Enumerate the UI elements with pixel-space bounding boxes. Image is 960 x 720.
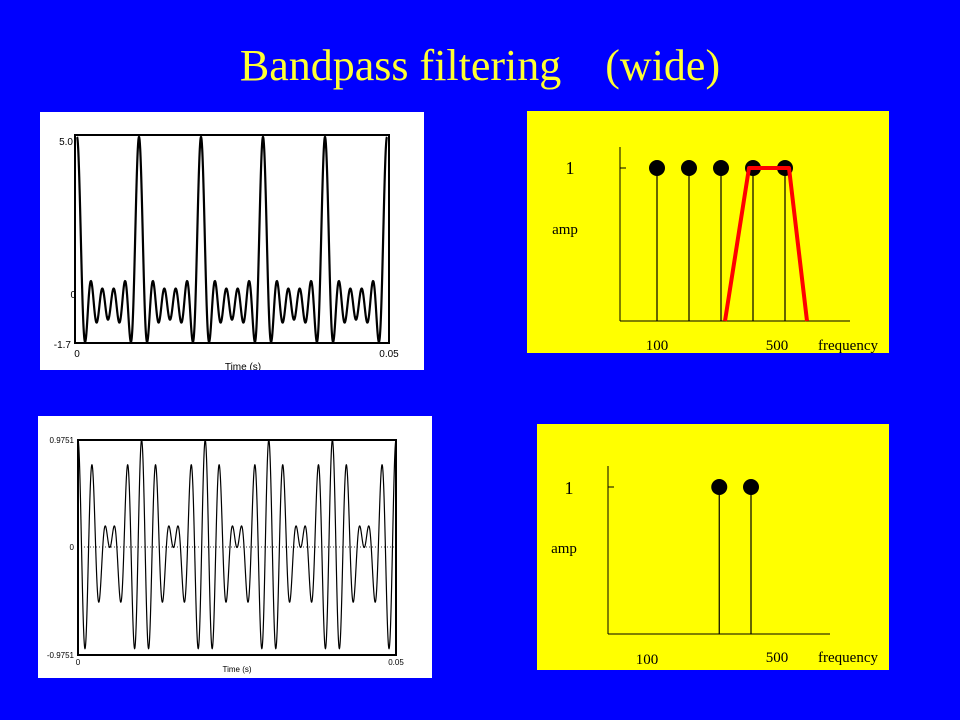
waveform-line	[76, 135, 388, 344]
y-tick-min: -1.7	[54, 340, 72, 351]
x-tick-100: 100	[646, 338, 669, 353]
slide-title: Bandpass filtering (wide)	[239, 41, 721, 90]
y-tick-zero: 0	[70, 543, 75, 552]
x-axis-label: Time (s)	[225, 362, 261, 370]
x-tick-500: 500	[766, 338, 789, 353]
output-spectrum-chart: 1 amp 100 500 frequency	[551, 466, 878, 668]
x-tick-start: 0	[76, 658, 81, 667]
plot-frame	[77, 439, 397, 656]
x-tick-500: 500	[766, 650, 789, 666]
input-spectrum-panel: 1 amp 100 500 frequency	[527, 111, 889, 353]
y-tick-max: 0.9751	[50, 436, 75, 445]
y-axis-label: amp	[552, 222, 578, 238]
input-waveform-panel: 5.0 0 -1.7 0 0.05 Time (s)	[40, 112, 424, 370]
y-tick-one: 1	[565, 478, 574, 498]
spectrum-marks	[649, 160, 793, 321]
x-tick-end: 0.05	[379, 349, 399, 360]
spectrum-point	[713, 160, 729, 176]
x-axis-label: frequency	[818, 650, 878, 666]
spectrum-marks	[711, 479, 759, 634]
x-axis-label: Time (s)	[222, 665, 251, 674]
y-tick-min: -0.9751	[47, 651, 75, 660]
x-tick-100: 100	[636, 652, 659, 668]
spectrum-point	[681, 160, 697, 176]
filtered-waveform-chart: 0.9751 0 -0.9751 0 0.05 Time (s)	[47, 436, 404, 674]
input-spectrum-chart: 1 amp 100 500 frequency	[552, 147, 878, 353]
plot-frame	[74, 134, 390, 344]
y-tick-max: 5.0	[59, 137, 73, 148]
output-spectrum-panel: 1 amp 100 500 frequency	[537, 424, 889, 670]
spectrum-point	[711, 479, 728, 495]
bandpass-filter-shape	[723, 166, 809, 322]
x-axis-label: frequency	[818, 338, 878, 353]
filtered-waveform-panel: 0.9751 0 -0.9751 0 0.05 Time (s)	[38, 416, 432, 678]
y-axis-label: amp	[551, 541, 577, 557]
input-waveform-chart: 5.0 0 -1.7 0 0.05 Time (s)	[54, 134, 399, 370]
spectrum-point	[649, 160, 665, 176]
x-tick-start: 0	[74, 349, 80, 360]
spectrum-point	[743, 479, 759, 495]
y-tick-one: 1	[566, 158, 575, 178]
x-tick-end: 0.05	[388, 658, 404, 667]
y-tick-zero: 0	[70, 290, 76, 301]
waveform-line	[77, 438, 397, 650]
